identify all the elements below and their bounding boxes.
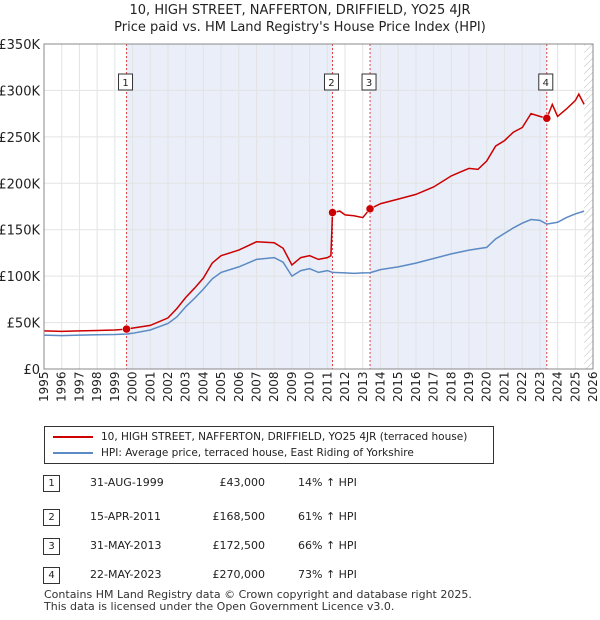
y-tick-label: £100K bbox=[0, 270, 40, 285]
ownership-shade bbox=[370, 44, 547, 369]
transaction-badge: 3 bbox=[43, 538, 60, 555]
y-tick-label: £250K bbox=[0, 131, 40, 146]
table-row: 1 31-AUG-1999 £43,000 14% ↑ HPI bbox=[0, 474, 600, 494]
transaction-label: 2 bbox=[323, 73, 339, 91]
transaction-price: £270,000 bbox=[212, 568, 266, 581]
x-tick-label: 2001 bbox=[143, 371, 157, 402]
transaction-badge: 4 bbox=[43, 567, 60, 584]
transaction-date: 31-AUG-1999 bbox=[90, 476, 164, 489]
x-tick-label: 2021 bbox=[497, 371, 511, 402]
ownership-shade bbox=[126, 44, 333, 369]
plot-frame bbox=[43, 43, 594, 370]
x-tick-label: 1999 bbox=[108, 371, 122, 402]
transaction-price: £43,000 bbox=[219, 476, 266, 489]
transaction-label: 3 bbox=[361, 73, 377, 91]
transaction-date: 31-MAY-2013 bbox=[90, 539, 162, 552]
transaction-point bbox=[328, 208, 337, 217]
x-tick-label: 2026 bbox=[586, 371, 600, 402]
transaction-label-text: 2 bbox=[328, 78, 334, 89]
legend-item-property: 10, HIGH STREET, NAFFERTON, DRIFFIELD, Y… bbox=[53, 429, 467, 445]
y-tick-label: £350K bbox=[0, 38, 40, 53]
transaction-badge: 1 bbox=[43, 475, 60, 492]
transaction-date: 22-MAY-2023 bbox=[90, 568, 162, 581]
x-tick-label: 2019 bbox=[462, 371, 476, 402]
legend-label-property: 10, HIGH STREET, NAFFERTON, DRIFFIELD, Y… bbox=[101, 431, 468, 443]
x-tick-label: 1998 bbox=[90, 371, 104, 402]
transaction-label-text: 1 bbox=[122, 78, 128, 89]
transaction-date: 15-APR-2011 bbox=[90, 510, 162, 523]
transaction-price: £168,500 bbox=[212, 510, 266, 523]
x-tick-label: 2017 bbox=[427, 371, 441, 402]
transaction-label-box bbox=[361, 73, 377, 91]
x-tick-label: 2010 bbox=[303, 371, 317, 402]
transaction-delta: 61% ↑ HPI bbox=[298, 510, 357, 523]
x-tick-label: 1995 bbox=[37, 371, 51, 402]
transaction-label-text: 4 bbox=[543, 78, 549, 89]
chart-subtitle: Price paid vs. HM Land Registry's House … bbox=[114, 20, 486, 35]
property-price-line bbox=[43, 92, 585, 333]
y-tick-label: £200K bbox=[0, 177, 40, 192]
x-tick-label: 1997 bbox=[72, 371, 86, 402]
legend-swatch-hpi bbox=[53, 452, 93, 454]
transaction-delta: 66% ↑ HPI bbox=[298, 539, 357, 552]
legend-item-hpi: HPI: Average price, terraced house, East… bbox=[53, 445, 414, 461]
x-tick-label: 2025 bbox=[568, 371, 582, 402]
transaction-label-box bbox=[323, 73, 339, 91]
transaction-point bbox=[365, 204, 375, 214]
legend-label-hpi: HPI: Average price, terraced house, East… bbox=[101, 447, 414, 459]
transaction-delta: 14% ↑ HPI bbox=[298, 476, 357, 489]
x-tick-label: 2022 bbox=[515, 371, 529, 402]
x-tick-label: 2009 bbox=[285, 371, 299, 402]
x-tick-label: 2013 bbox=[356, 371, 370, 402]
price-chart: £0 £50K £100K £150K £200K £250K £300K £350K 1995… bbox=[0, 38, 600, 402]
x-tick-label: 2018 bbox=[444, 371, 458, 402]
x-tick-label: 2024 bbox=[551, 371, 565, 402]
x-tick-label: 2004 bbox=[196, 371, 210, 402]
transaction-label-box bbox=[538, 73, 554, 91]
x-tick-label: 2007 bbox=[250, 371, 264, 402]
transaction-label: 4 bbox=[538, 73, 554, 91]
transaction-point bbox=[542, 114, 552, 123]
table-row: 4 22-MAY-2023 £270,000 73% ↑ HPI bbox=[0, 566, 600, 586]
transaction-price: £172,500 bbox=[212, 539, 266, 552]
transaction-label-box bbox=[118, 73, 134, 91]
x-tick-label: 1996 bbox=[55, 371, 69, 402]
transaction-label: 1 bbox=[118, 73, 134, 91]
chart-title: 10, HIGH STREET, NAFFERTON, DRIFFIELD, Y… bbox=[129, 3, 471, 18]
x-tick-label: 2011 bbox=[320, 371, 334, 402]
footer-licence: This data is licensed under the Open Gov… bbox=[44, 600, 395, 613]
x-tick-label: 2002 bbox=[161, 371, 175, 402]
y-tick-label: £50K bbox=[7, 317, 41, 332]
table-row: 2 15-APR-2011 £168,500 61% ↑ HPI bbox=[0, 508, 600, 528]
transaction-delta: 73% ↑ HPI bbox=[298, 568, 357, 581]
x-tick-label: 2023 bbox=[533, 371, 547, 402]
x-tick-label: 2000 bbox=[126, 371, 140, 402]
x-tick-label: 2016 bbox=[409, 371, 423, 402]
x-tick-label: 2012 bbox=[338, 371, 352, 402]
footer-copyright: Contains HM Land Registry data © Crown c… bbox=[44, 588, 472, 601]
y-tick-label: £0 bbox=[23, 363, 40, 378]
hpi-line bbox=[43, 210, 585, 337]
legend: 10, HIGH STREET, NAFFERTON, DRIFFIELD, Y… bbox=[44, 426, 494, 464]
transaction-badge: 2 bbox=[43, 509, 60, 526]
transaction-point bbox=[122, 324, 131, 334]
x-tick-label: 2020 bbox=[480, 371, 494, 402]
y-tick-label: £300K bbox=[0, 84, 40, 99]
x-tick-label: 2014 bbox=[373, 371, 387, 402]
legend-swatch-property bbox=[53, 436, 93, 438]
footer: Contains HM Land Registry data © Crown c… bbox=[44, 589, 472, 613]
x-tick-label: 2008 bbox=[267, 371, 281, 402]
transaction-label-text: 3 bbox=[366, 78, 372, 89]
future-hatch bbox=[584, 44, 593, 369]
x-tick-label: 2015 bbox=[391, 371, 405, 402]
x-tick-label: 2005 bbox=[214, 371, 228, 402]
x-tick-label: 2003 bbox=[179, 371, 193, 402]
y-tick-label: £150K bbox=[0, 224, 40, 239]
table-row: 3 31-MAY-2013 £172,500 66% ↑ HPI bbox=[0, 537, 600, 557]
x-tick-label: 2006 bbox=[232, 371, 246, 402]
